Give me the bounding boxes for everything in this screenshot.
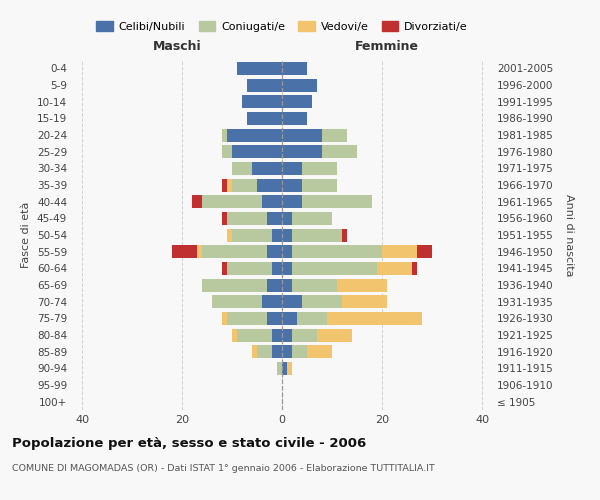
Bar — [227, 128, 282, 141]
Bar — [222, 312, 227, 325]
Bar — [302, 195, 372, 208]
Bar — [417, 245, 432, 258]
Bar — [282, 78, 317, 92]
Bar — [272, 262, 282, 275]
Bar — [202, 195, 262, 208]
Bar — [257, 178, 282, 192]
Bar — [237, 328, 272, 342]
Bar — [382, 245, 417, 258]
Bar — [262, 295, 282, 308]
Text: Maschi: Maschi — [152, 40, 202, 53]
Bar — [292, 328, 317, 342]
Bar — [247, 112, 282, 125]
Bar — [272, 228, 282, 241]
Bar — [322, 145, 357, 158]
Bar — [232, 328, 237, 342]
Bar — [327, 312, 422, 325]
Bar — [282, 145, 322, 158]
Bar — [227, 178, 232, 192]
Bar — [272, 345, 282, 358]
Bar — [227, 212, 267, 225]
Bar — [222, 178, 227, 192]
Bar — [282, 362, 287, 375]
Bar — [342, 228, 347, 241]
Bar — [197, 245, 202, 258]
Bar — [282, 228, 292, 241]
Bar — [412, 262, 417, 275]
Text: Femmine: Femmine — [355, 40, 419, 53]
Bar — [232, 228, 272, 241]
Bar — [232, 145, 282, 158]
Bar — [172, 245, 197, 258]
Bar — [202, 278, 267, 291]
Text: COMUNE DI MAGOMADAS (OR) - Dati ISTAT 1° gennaio 2006 - Elaborazione TUTTITALIA.: COMUNE DI MAGOMADAS (OR) - Dati ISTAT 1°… — [12, 464, 435, 473]
Bar — [322, 128, 347, 141]
Bar — [202, 245, 267, 258]
Bar — [282, 312, 297, 325]
Bar — [222, 145, 232, 158]
Bar — [377, 262, 412, 275]
Bar — [232, 162, 252, 175]
Bar — [262, 195, 282, 208]
Bar — [282, 245, 292, 258]
Bar — [342, 295, 387, 308]
Bar — [292, 212, 332, 225]
Bar — [237, 62, 282, 75]
Bar — [302, 162, 337, 175]
Bar — [242, 95, 282, 108]
Bar — [282, 162, 302, 175]
Bar — [232, 178, 257, 192]
Bar — [252, 345, 257, 358]
Bar — [227, 228, 232, 241]
Bar — [277, 362, 282, 375]
Bar — [222, 128, 227, 141]
Bar — [282, 262, 292, 275]
Bar — [212, 295, 262, 308]
Legend: Celibi/Nubili, Coniugati/e, Vedovi/e, Divorziati/e: Celibi/Nubili, Coniugati/e, Vedovi/e, Di… — [92, 16, 472, 36]
Bar — [222, 262, 227, 275]
Bar — [302, 295, 342, 308]
Bar — [222, 212, 227, 225]
Bar — [227, 262, 272, 275]
Bar — [267, 212, 282, 225]
Bar — [282, 295, 302, 308]
Bar — [257, 345, 272, 358]
Bar — [267, 245, 282, 258]
Bar — [267, 312, 282, 325]
Bar — [292, 278, 337, 291]
Bar — [272, 328, 282, 342]
Bar — [227, 312, 267, 325]
Bar — [267, 278, 282, 291]
Bar — [282, 178, 302, 192]
Bar — [287, 362, 292, 375]
Bar — [282, 95, 312, 108]
Bar — [317, 328, 352, 342]
Bar — [297, 312, 327, 325]
Bar — [282, 278, 292, 291]
Y-axis label: Fasce di età: Fasce di età — [22, 202, 31, 268]
Bar — [282, 112, 307, 125]
Bar — [302, 178, 337, 192]
Text: Popolazione per età, sesso e stato civile - 2006: Popolazione per età, sesso e stato civil… — [12, 438, 366, 450]
Bar — [292, 345, 307, 358]
Bar — [192, 195, 202, 208]
Bar — [282, 328, 292, 342]
Bar — [292, 262, 377, 275]
Bar — [252, 162, 282, 175]
Bar — [282, 62, 307, 75]
Bar — [282, 212, 292, 225]
Y-axis label: Anni di nascita: Anni di nascita — [565, 194, 574, 276]
Bar — [247, 78, 282, 92]
Bar — [292, 245, 382, 258]
Bar — [337, 278, 387, 291]
Bar — [307, 345, 332, 358]
Bar — [282, 345, 292, 358]
Bar — [282, 195, 302, 208]
Bar — [282, 128, 322, 141]
Bar — [292, 228, 342, 241]
